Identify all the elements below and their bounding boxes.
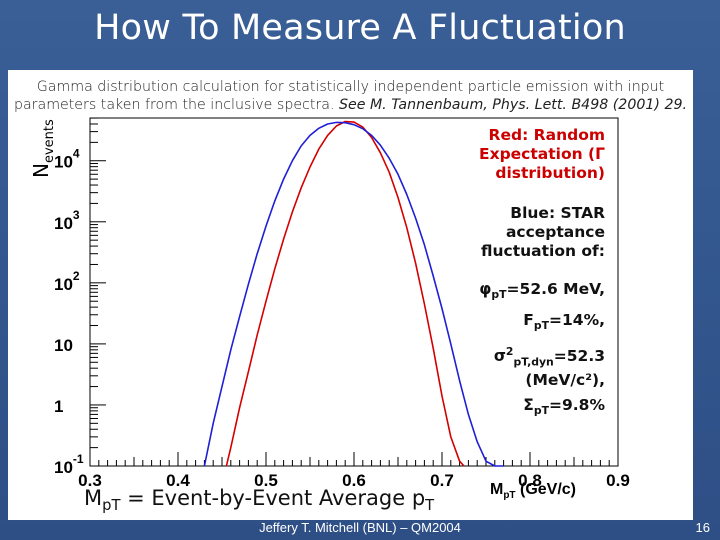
x-tick-label: 0.9 <box>606 471 630 490</box>
y-tick-label: 104 <box>54 147 80 172</box>
bottom-label-mid: = Event-by-Event Average p <box>120 486 426 510</box>
y-tick-label: 103 <box>54 208 80 233</box>
x-tick-label: 0.4 <box>166 471 190 490</box>
slide-title: How To Measure A Fluctuation <box>94 8 626 48</box>
x-axis-title: MpT (GeV/c) <box>490 481 576 501</box>
chart-axis-titles: Nevents MpT (GeV/c) <box>29 119 576 501</box>
caption-line-1: Gamma distribution calculation for stati… <box>36 79 665 95</box>
bottom-axis-caption: MpT = Event-by-Event Average pT <box>84 486 434 514</box>
bottom-label-sub2: T <box>425 497 435 515</box>
red-annotation-line-2: Expectation (Γ <box>478 145 605 163</box>
Sigma-value: =9.8% <box>549 396 605 414</box>
sigma-pt-dyn-value: σ2pT,dyn=52.3 (MeV/c²), <box>408 342 605 390</box>
sigma-line-1: σ2pT,dyn=52.3 <box>408 342 605 371</box>
x-tick-label: 0.8 <box>518 471 542 490</box>
y-tick-label: 10-1 <box>54 452 84 477</box>
sigma-sup: 2 <box>505 345 514 358</box>
y-tick-label: 102 <box>54 269 80 294</box>
x-tick-label: 0.5 <box>254 471 278 490</box>
blue-annotation-line-1: Blue: STAR <box>510 204 605 222</box>
phi-symbol: φ <box>479 280 492 298</box>
phi-value: =52.6 MeV, <box>506 280 605 298</box>
red-gamma-curve <box>225 120 465 467</box>
figure-panel: Gamma distribution calculation for stati… <box>8 70 693 520</box>
x-tick-label: 0.3 <box>78 471 102 490</box>
y-tick-label: 10 <box>54 336 73 355</box>
chart-series <box>203 120 504 467</box>
bottom-label-sub1: pT <box>102 497 121 515</box>
red-annotation: Red: Random Expectation (Γ distribution) <box>408 126 605 183</box>
caption-line-2: parameters taken from the inclusive spec… <box>8 96 693 114</box>
f-pt-value: FpT=14%, <box>408 311 605 335</box>
f-symbol: F <box>523 311 534 329</box>
blue-annotation-line-3: fluctuation of: <box>480 242 605 260</box>
chart-ticks <box>89 117 619 467</box>
slide-footer: Jeffery T. Mitchell (BNL) – QM2004 <box>259 520 461 535</box>
x-tick-label: 0.6 <box>342 471 366 490</box>
caption-citation: See M. Tannenbaum, Phys. Lett. B498 (200… <box>338 97 688 113</box>
Sigma-symbol: Σ <box>523 396 534 414</box>
caption-text: parameters taken from the inclusive spec… <box>13 97 339 113</box>
Sigma-sub: pT <box>533 404 550 418</box>
red-annotation-line-3: distribution) <box>495 164 605 182</box>
blue-annotation: Blue: STAR acceptance fluctuation of: <box>408 204 605 261</box>
sigma-unit: (MeV/c²), <box>525 371 605 390</box>
chart-tick-labels: 0.3 0.4 0.5 0.6 0.7 0.8 0.9 10-1 1 10 102 103 104 <box>54 147 630 490</box>
x-tick-label: 0.7 <box>430 471 454 490</box>
blue-annotation-line-2: acceptance <box>505 223 605 241</box>
figure-caption: Gamma distribution calculation for stati… <box>8 78 693 114</box>
sigma-value: =52.3 <box>553 347 605 366</box>
f-sub: pT <box>533 319 550 333</box>
phi-sub: pT <box>491 288 507 302</box>
blue-star-curve <box>203 121 504 467</box>
Sigma-pt-value: ΣpT=9.8% <box>408 396 605 420</box>
red-annotation-line-1: Red: Random <box>488 126 605 144</box>
phi-pt-value: φpT=52.6 MeV, <box>408 280 605 304</box>
chart: 0.3 0.4 0.5 0.6 0.7 0.8 0.9 10-1 1 10 102 103 104 Ne… <box>29 117 630 501</box>
y-tick-label: 1 <box>54 397 63 416</box>
sigma-sub: pT,dyn <box>513 355 554 369</box>
page-number: 16 <box>695 520 710 535</box>
f-value: =14%, <box>549 311 605 329</box>
sigma-symbol: σ <box>493 347 506 366</box>
bottom-label-prefix: M <box>84 486 103 510</box>
y-axis-title: Nevents <box>29 119 57 178</box>
